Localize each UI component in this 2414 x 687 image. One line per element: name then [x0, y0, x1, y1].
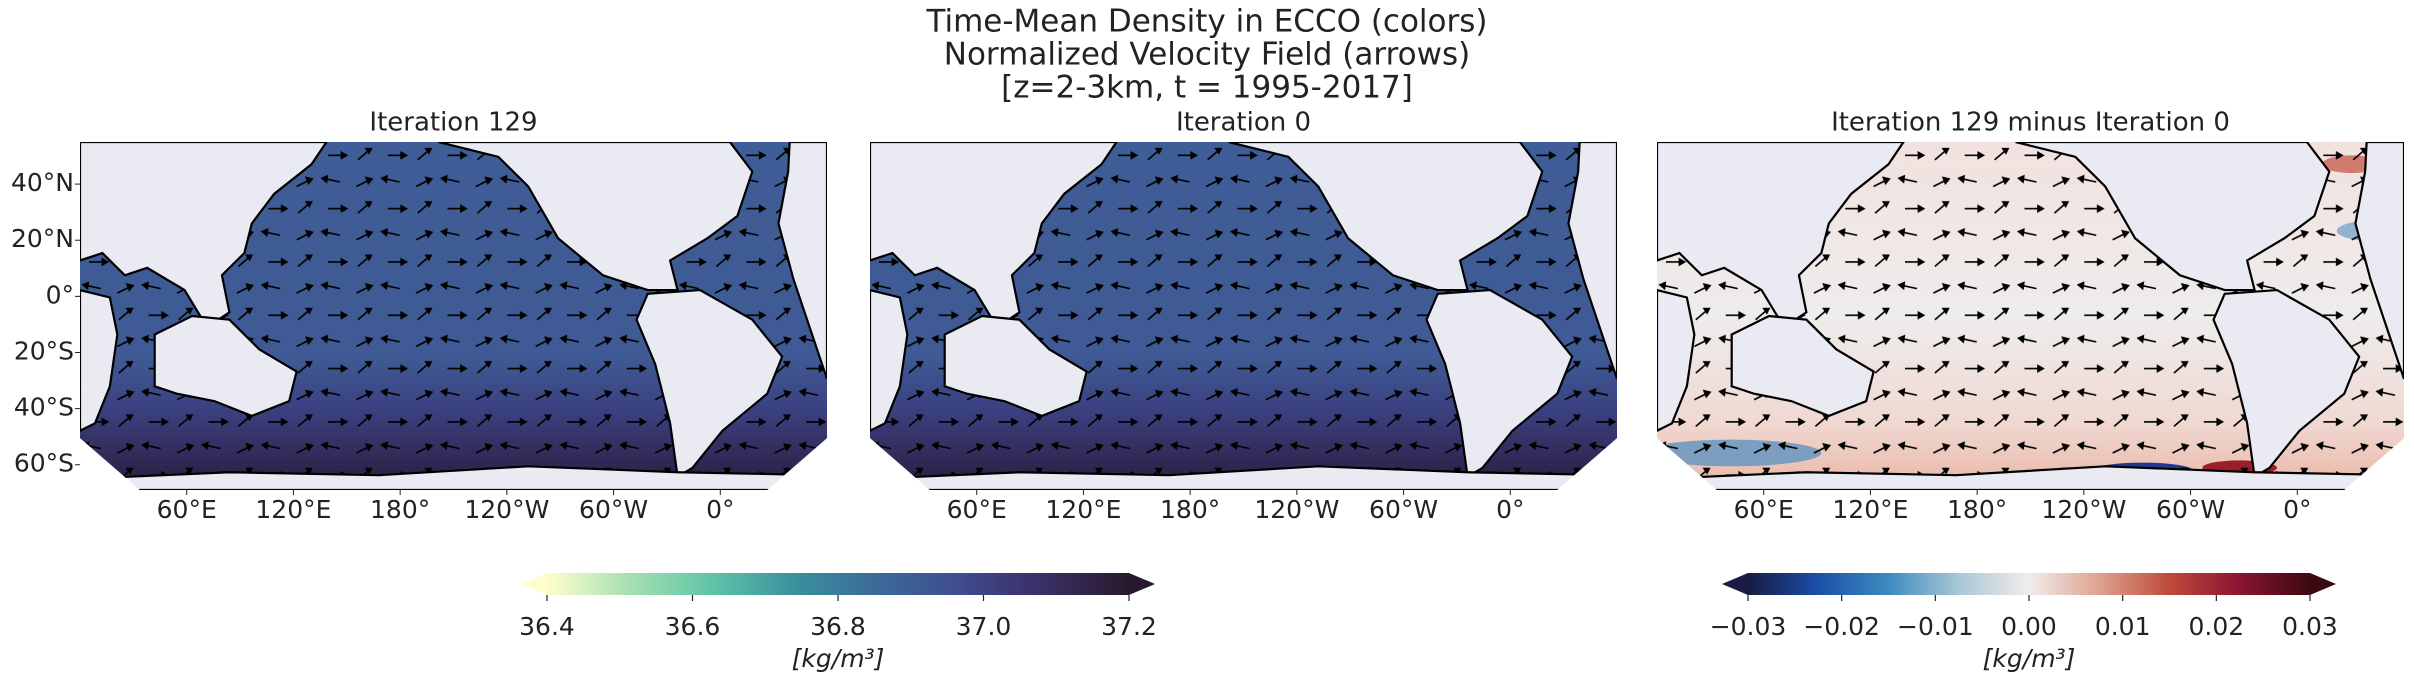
x-tick-label: 0° — [2283, 495, 2311, 524]
x-tick-label: 120°W — [464, 495, 549, 524]
colorbar-tick-label: 37.0 — [956, 612, 1012, 641]
figure-title: Normalized Velocity Field (arrows) — [944, 37, 1470, 73]
x-tick-label: 0° — [1496, 495, 1524, 524]
x-tick-label: 60°W — [2156, 495, 2225, 524]
colorbar-extend — [1722, 573, 1748, 595]
panel-title: Iteration 129 minus Iteration 0 — [1831, 108, 2230, 138]
y-tick-label: 0° — [46, 280, 74, 309]
x-tick-label: 180° — [1947, 495, 2007, 524]
y-tick-label: 20°S — [14, 336, 74, 365]
x-tick-label: 0° — [706, 495, 734, 524]
figure-title: Time-Mean Density in ECCO (colors) — [926, 4, 1488, 40]
map-panel — [1657, 142, 2404, 490]
x-tick-label: 120°W — [2041, 495, 2126, 524]
colorbar-tick-label: 37.2 — [1101, 612, 1157, 641]
colorbar-tick-label: 36.6 — [665, 612, 721, 641]
figure-title: [z=2-3km, t = 1995-2017] — [1001, 70, 1413, 106]
colorbar-tick-label: 0.01 — [2095, 612, 2151, 641]
colorbar-tick-label: 36.8 — [810, 612, 866, 641]
y-tick-label: 40°S — [14, 393, 74, 422]
x-tick-label: 60°W — [579, 495, 648, 524]
colorbar-extend — [2310, 573, 2336, 595]
x-tick-label: 60°E — [1734, 495, 1794, 524]
x-tick-label: 180° — [370, 495, 430, 524]
colorbar-tick-label: −0.01 — [1897, 612, 1974, 641]
colorbar-tick-label: −0.02 — [1803, 612, 1880, 641]
colorbar-tick-label: −0.03 — [1710, 612, 1787, 641]
x-tick-label: 120°E — [1045, 495, 1121, 524]
colorbar-label: [kg/m³] — [1983, 644, 2076, 673]
colorbar-tick-label: 0.03 — [2282, 612, 2338, 641]
panel-title: Iteration 0 — [1176, 108, 1311, 138]
colorbar-tick-label: 36.4 — [519, 612, 575, 641]
map-panel — [80, 142, 827, 490]
x-tick-label: 120°E — [255, 495, 331, 524]
x-tick-label: 60°E — [157, 495, 217, 524]
colorbar-extend — [1129, 573, 1155, 595]
colorbar-tick-label: 0.00 — [2001, 612, 2057, 641]
panel-title: Iteration 129 — [369, 108, 537, 138]
colorbar — [1748, 573, 2310, 595]
x-tick-label: 120°W — [1254, 495, 1339, 524]
y-tick-label: 60°S — [14, 449, 74, 478]
colorbar-label: [kg/m³] — [792, 644, 885, 673]
colorbar — [547, 573, 1129, 595]
colorbar-tick-label: 0.02 — [2188, 612, 2244, 641]
map-panel — [870, 142, 1617, 490]
x-tick-label: 180° — [1160, 495, 1220, 524]
x-tick-label: 60°W — [1369, 495, 1438, 524]
y-tick-label: 40°N — [11, 168, 74, 197]
x-tick-label: 120°E — [1832, 495, 1908, 524]
x-tick-label: 60°E — [947, 495, 1007, 524]
y-tick-label: 20°N — [11, 224, 74, 253]
colorbar-extend — [521, 573, 547, 595]
